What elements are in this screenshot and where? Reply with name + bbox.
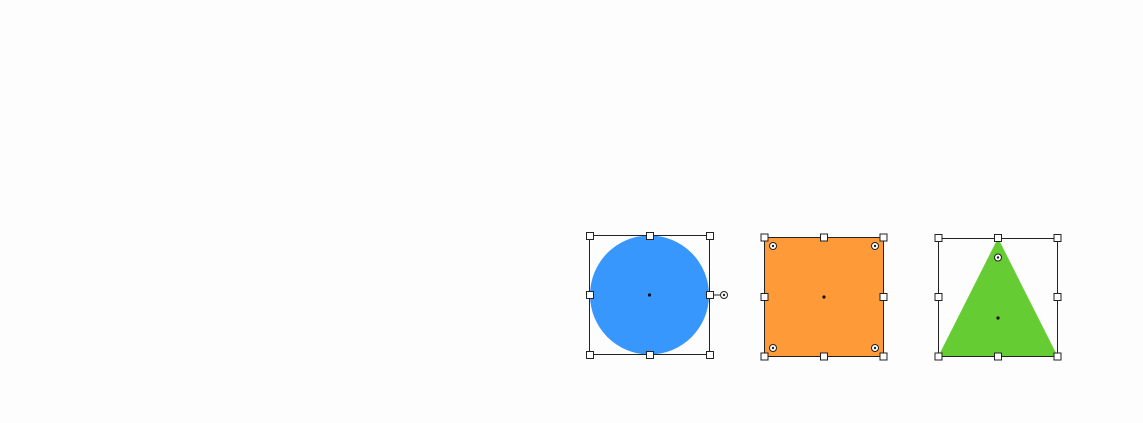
circle-handle-top-center-icon[interactable] (646, 232, 654, 240)
rectangle-corner-radius-control-top-right-icon[interactable] (871, 242, 879, 250)
rectangle-handle-bottom-center-icon[interactable] (820, 352, 828, 361)
triangle-shape-group[interactable] (934, 234, 1062, 361)
rectangle-corner-radius-control-bottom-right-icon[interactable] (871, 344, 879, 352)
rectangle-handle-top-left-icon[interactable] (760, 233, 769, 242)
triangle-handle-top-left-icon[interactable] (934, 234, 943, 242)
circle-handle-middle-right-icon[interactable] (706, 291, 714, 299)
circle-shape-group[interactable] (586, 232, 728, 359)
rectangle-center-dot-icon (822, 295, 826, 299)
triangle-handle-bottom-right-icon[interactable] (1053, 352, 1062, 361)
rectangle-handle-bottom-right-icon[interactable] (879, 352, 888, 361)
rectangle-corner-radius-control-bottom-left-icon[interactable] (769, 344, 777, 352)
triangle-handle-bottom-left-icon[interactable] (934, 352, 943, 361)
triangle-handle-middle-right-icon[interactable] (1053, 293, 1062, 301)
circle-center-dot-icon (647, 293, 652, 297)
triangle-center-dot-icon (996, 316, 1000, 320)
triangle-handle-bottom-center-icon[interactable] (994, 352, 1002, 361)
rectangle-shape-group[interactable] (760, 233, 888, 361)
rectangle-handle-middle-left-icon[interactable] (760, 293, 769, 301)
rectangle-corner-radius-control-top-left-icon[interactable] (769, 242, 777, 250)
circle-radius-control-icon[interactable] (720, 291, 728, 299)
triangle-apex-control-icon[interactable] (994, 253, 1002, 262)
green-triangle-shape[interactable] (938, 238, 1058, 357)
circle-handle-bottom-left-icon[interactable] (586, 351, 594, 359)
rectangle-handle-middle-right-icon[interactable] (879, 293, 888, 301)
rectangle-handle-bottom-left-icon[interactable] (760, 352, 769, 361)
rectangle-handle-top-right-icon[interactable] (879, 233, 888, 242)
triangle-handle-top-center-icon[interactable] (994, 234, 1002, 242)
rectangle-handle-top-center-icon[interactable] (820, 233, 828, 242)
circle-handle-middle-left-icon[interactable] (586, 291, 594, 299)
circle-handle-top-right-icon[interactable] (706, 232, 714, 240)
circle-handle-bottom-center-icon[interactable] (646, 351, 654, 359)
triangle-handle-middle-left-icon[interactable] (934, 293, 943, 301)
circle-handle-bottom-right-icon[interactable] (706, 351, 714, 359)
circle-handle-top-left-icon[interactable] (586, 232, 594, 240)
triangle-handle-top-right-icon[interactable] (1053, 234, 1062, 242)
